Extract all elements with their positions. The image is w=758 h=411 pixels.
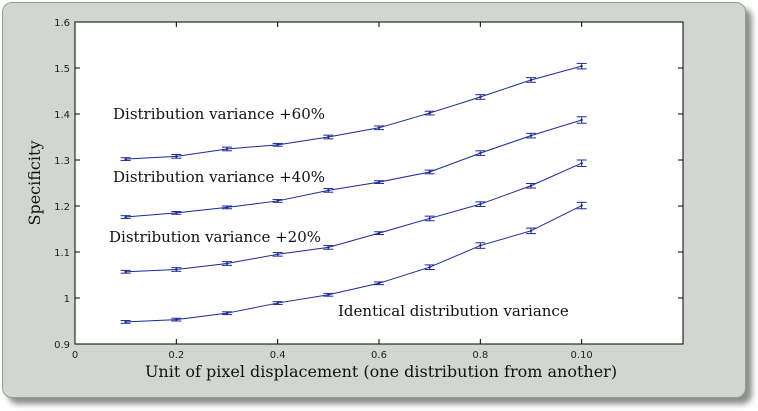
data-point: [428, 265, 431, 269]
data-point: [124, 157, 127, 161]
data-point: [276, 253, 279, 256]
annotation-variance-40: Distribution variance +40%: [113, 168, 325, 186]
series-line-0: [125, 65, 582, 160]
y-tick-label: 1.6: [54, 18, 70, 29]
y-tick-label: 1.2: [54, 202, 70, 213]
data-point: [529, 78, 533, 82]
data-point: [124, 270, 127, 273]
data-point: [327, 246, 330, 249]
x-axis-label: Unit of pixel displacement (one distribu…: [145, 362, 617, 381]
data-point: [479, 95, 482, 99]
annotation-identical-variance: Identical distribution variance: [338, 302, 569, 320]
data-point: [225, 311, 229, 315]
y-tick-label: 1.1: [54, 248, 70, 259]
y-tick-label: 0.9: [54, 340, 70, 351]
series-layer: [120, 62, 587, 324]
data-point: [225, 206, 229, 209]
data-point: [479, 244, 482, 247]
series-line-2: [125, 162, 582, 273]
data-point: [377, 282, 381, 285]
x-tick-label: 0.6: [371, 350, 387, 361]
annotation-variance-20: Distribution variance +20%: [109, 228, 321, 246]
annotation-variance-60: Distribution variance +60%: [113, 105, 325, 123]
data-point: [479, 202, 482, 206]
data-point: [529, 184, 533, 187]
data-point: [175, 155, 178, 158]
y-tick-label: 1.3: [54, 156, 70, 167]
data-point: [276, 143, 279, 147]
data-point: [479, 151, 482, 155]
data-point: [428, 217, 431, 220]
y-tick-label: 1: [64, 294, 70, 305]
y-tick-label: 1.4: [54, 110, 70, 121]
x-axis: 0 0.2 0.4 0.6 0.8 0.10: [72, 22, 593, 361]
data-point: [580, 118, 583, 122]
data-point: [175, 268, 178, 271]
series-line-1: [125, 119, 582, 218]
data-point: [175, 318, 178, 321]
data-point: [225, 147, 229, 151]
data-point: [225, 262, 229, 265]
data-point: [377, 180, 381, 184]
y-axis: 0.9 1 1.1 1.2 1.3 1.4 1.5 1.6: [54, 18, 683, 351]
data-point: [529, 134, 533, 137]
data-point: [175, 211, 178, 215]
x-tick-label: 0.10: [571, 350, 593, 361]
data-point: [276, 301, 279, 305]
y-axis-label: Specificity: [25, 141, 44, 226]
x-tick-label: 0.2: [168, 350, 184, 361]
x-tick-label: 0.8: [472, 350, 488, 361]
data-point: [428, 170, 431, 174]
data-point: [529, 229, 533, 233]
data-point: [327, 135, 330, 139]
data-point: [377, 231, 381, 235]
x-tick-label: 0: [72, 350, 78, 361]
data-point: [327, 293, 330, 296]
data-point: [276, 199, 279, 203]
data-point: [124, 215, 127, 219]
data-point: [327, 189, 330, 192]
data-point: [580, 64, 583, 68]
data-point: [377, 126, 381, 129]
data-point: [428, 111, 431, 115]
x-tick-label: 0.4: [270, 350, 286, 361]
data-point: [580, 204, 583, 207]
y-tick-label: 1.5: [54, 64, 70, 75]
series-line-3: [125, 205, 582, 323]
data-point: [124, 320, 127, 324]
data-point: [580, 162, 583, 165]
